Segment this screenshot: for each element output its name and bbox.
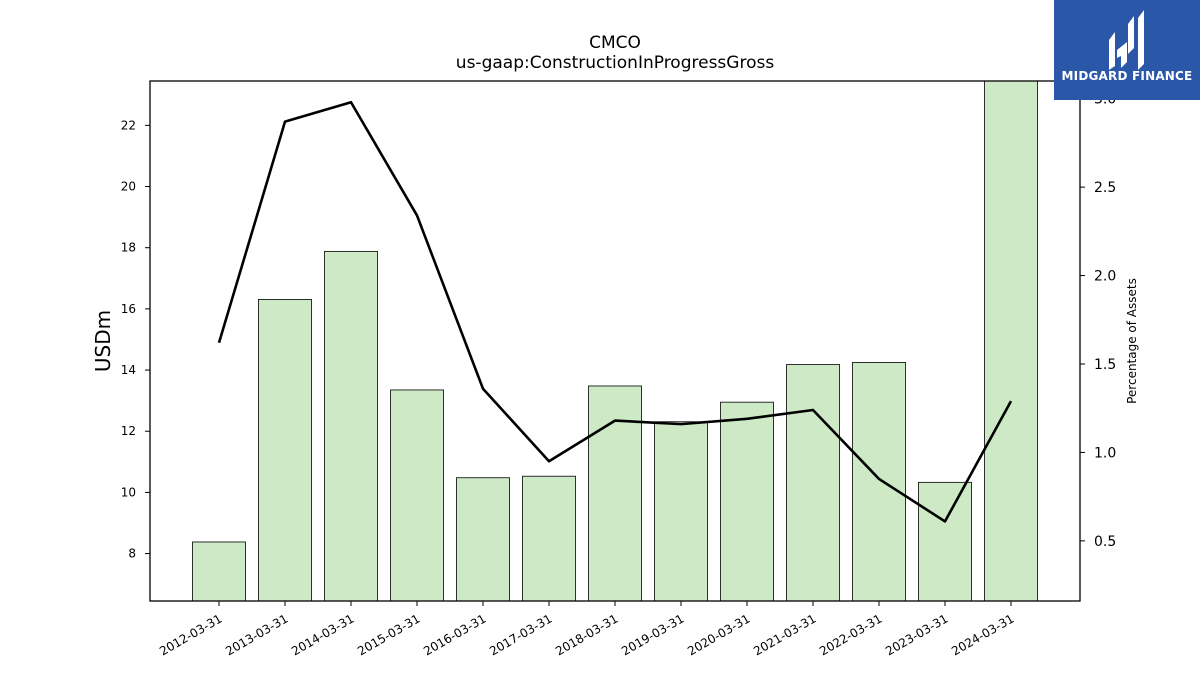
x-tick-label: 2022-03-31	[817, 611, 884, 658]
x-tick-label: 2014-03-31	[289, 611, 356, 658]
bar	[852, 362, 906, 602]
bar	[588, 385, 642, 602]
y-tick-label: 20	[121, 180, 136, 194]
x-tick-label: 2013-03-31	[223, 611, 290, 658]
x-tick-label: 2015-03-31	[355, 611, 422, 658]
y-tick-label: 10	[121, 485, 136, 499]
bar	[786, 364, 840, 602]
y2-tick-label: 1.0	[1094, 445, 1116, 461]
chart-subtitle: us-gaap:ConstructionInProgressGross	[456, 53, 775, 73]
y2-tick-label: 1.5	[1094, 357, 1116, 373]
logo-text: MIDGARD FINANCE	[1061, 69, 1193, 83]
y-axis-label: USDm	[91, 310, 115, 372]
x-tick-label: 2023-03-31	[883, 611, 950, 658]
bar	[654, 421, 708, 602]
bar	[324, 250, 378, 602]
bar	[918, 481, 972, 602]
chart-title: CMCO	[589, 33, 641, 53]
logo-mark-icon	[1109, 10, 1144, 70]
y-tick-label: 18	[121, 241, 136, 255]
x-tick-label: 2018-03-31	[553, 611, 620, 658]
x-tick-label: 2024-03-31	[949, 611, 1016, 658]
bar	[258, 298, 312, 602]
x-tick-label: 2012-03-31	[157, 611, 224, 658]
y-tick-label: 16	[121, 302, 136, 316]
y-tick-label: 22	[121, 118, 136, 132]
x-tick-label: 2021-03-31	[751, 611, 818, 658]
y2-tick-label: 2.5	[1094, 180, 1116, 196]
bar	[720, 401, 774, 602]
bar	[984, 80, 1038, 602]
bar	[192, 541, 246, 602]
y2-axis-label: Percentage of Assets	[1125, 278, 1139, 404]
logo-badge: MIDGARD FINANCE	[1054, 0, 1200, 100]
x-tick-label: 2017-03-31	[487, 611, 554, 658]
y2-tick-label: 0.5	[1094, 534, 1116, 550]
y2-tick-label: 2.0	[1094, 269, 1116, 285]
x-tick-label: 2019-03-31	[619, 611, 686, 658]
x-tick-label: 2020-03-31	[685, 611, 752, 658]
y-tick-label: 14	[121, 363, 136, 377]
bar	[390, 389, 444, 602]
y-tick-label: 8	[128, 547, 136, 561]
bar	[456, 477, 510, 602]
series-line	[217, 100, 1013, 523]
y-tick-label: 12	[121, 424, 136, 438]
x-tick-label: 2016-03-31	[421, 611, 488, 658]
bar	[522, 475, 576, 602]
